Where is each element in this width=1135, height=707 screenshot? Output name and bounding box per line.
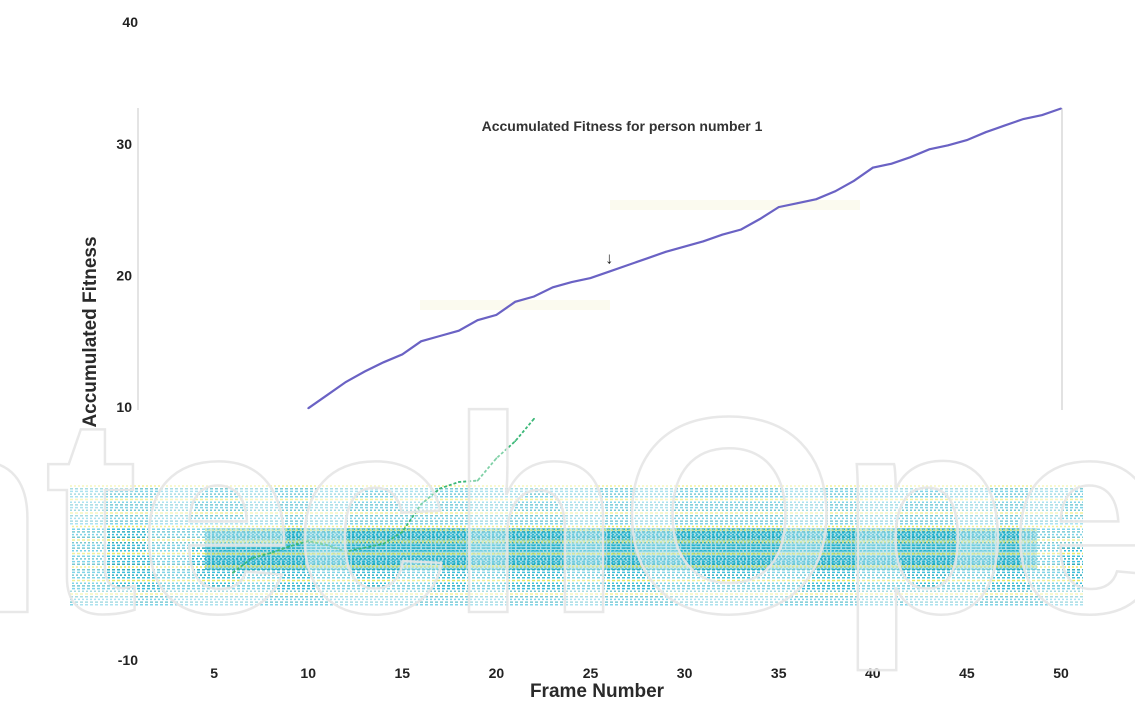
series-point <box>608 270 611 273</box>
series-point <box>871 166 874 169</box>
series-point <box>344 550 347 553</box>
series-point <box>457 481 460 483</box>
series-point <box>326 394 328 397</box>
series-layer <box>232 107 1062 574</box>
x-tick-label: 25 <box>583 665 599 681</box>
series-point <box>326 544 328 546</box>
series-point <box>552 286 554 289</box>
series-point <box>382 542 385 545</box>
series-point <box>476 319 479 322</box>
series-point <box>495 314 498 316</box>
x-tick-label: 30 <box>677 665 693 681</box>
series-point <box>627 264 629 266</box>
series-point <box>232 571 234 574</box>
series-point <box>570 281 573 283</box>
x-tick-label: 10 <box>300 665 316 681</box>
x-axis-title: Frame Number <box>530 681 665 702</box>
series-point <box>269 552 272 554</box>
series-point <box>382 361 385 364</box>
y-tick-label: -10 <box>118 652 138 668</box>
series-point <box>664 250 667 253</box>
series-point <box>288 545 291 548</box>
series-point <box>1022 118 1025 120</box>
series-point <box>947 144 949 147</box>
series-point <box>344 381 347 383</box>
series-point <box>401 531 404 533</box>
x-tick-labels: 5 10 15 20 25 30 35 40 45 50 <box>210 665 1069 681</box>
y-tick-label: 40 <box>122 14 138 30</box>
series-point <box>476 479 479 482</box>
x-tick-label: 50 <box>1053 665 1069 681</box>
series-point <box>815 198 818 201</box>
plot-frame <box>137 108 1063 410</box>
series-point <box>1041 114 1044 116</box>
series-point <box>307 540 310 542</box>
series-point <box>928 148 931 151</box>
y-tick-label: 30 <box>116 136 132 152</box>
series-point <box>1003 124 1006 127</box>
series-point <box>514 300 517 303</box>
series-point <box>363 370 366 373</box>
series-point <box>646 257 648 260</box>
faint-patch <box>420 300 610 310</box>
series-point <box>796 202 799 205</box>
series-point <box>759 218 761 220</box>
series-point <box>250 557 253 560</box>
series-point <box>495 457 498 460</box>
watermark-logo: IntechOpen <box>0 360 1135 673</box>
annotation-arrow: ↓ <box>605 251 613 268</box>
x-tick-label: 20 <box>489 665 505 681</box>
series-point <box>777 206 780 209</box>
y-tick-label: 10 <box>116 399 132 415</box>
series-point <box>420 340 422 343</box>
x-tick-label: 15 <box>395 665 411 681</box>
series-point <box>909 156 912 159</box>
series-point <box>890 162 893 165</box>
series-point <box>721 233 724 236</box>
series-point <box>740 228 742 231</box>
series-point <box>1060 107 1062 110</box>
series-point <box>439 335 441 337</box>
faint-patch <box>610 200 860 210</box>
x-tick-label: 35 <box>771 665 787 681</box>
series-point <box>966 139 968 142</box>
series-point <box>702 240 705 243</box>
series-point <box>307 407 310 410</box>
series-point <box>853 179 855 182</box>
series-point <box>439 487 441 490</box>
series-point <box>401 353 404 356</box>
series-point <box>363 546 366 549</box>
series-point <box>533 417 535 420</box>
x-tick-label: 45 <box>959 665 975 681</box>
series-point <box>683 245 686 248</box>
series-point <box>589 277 592 279</box>
series-point <box>533 295 535 298</box>
overlay-band <box>70 485 1083 606</box>
series-point <box>514 440 517 443</box>
series-point <box>984 131 987 134</box>
chart-title: Accumulated Fitness for person number 1 <box>482 118 763 134</box>
series-point <box>834 190 837 193</box>
y-tick-labels: -10 10 20 30 40 <box>116 14 138 668</box>
x-tick-label: 5 <box>210 665 218 681</box>
series-point <box>420 503 422 506</box>
y-tick-label: 20 <box>116 268 132 284</box>
x-tick-label: 40 <box>865 665 881 681</box>
series-point <box>457 329 460 332</box>
y-axis-title: Accumulated Fitness <box>80 236 101 427</box>
